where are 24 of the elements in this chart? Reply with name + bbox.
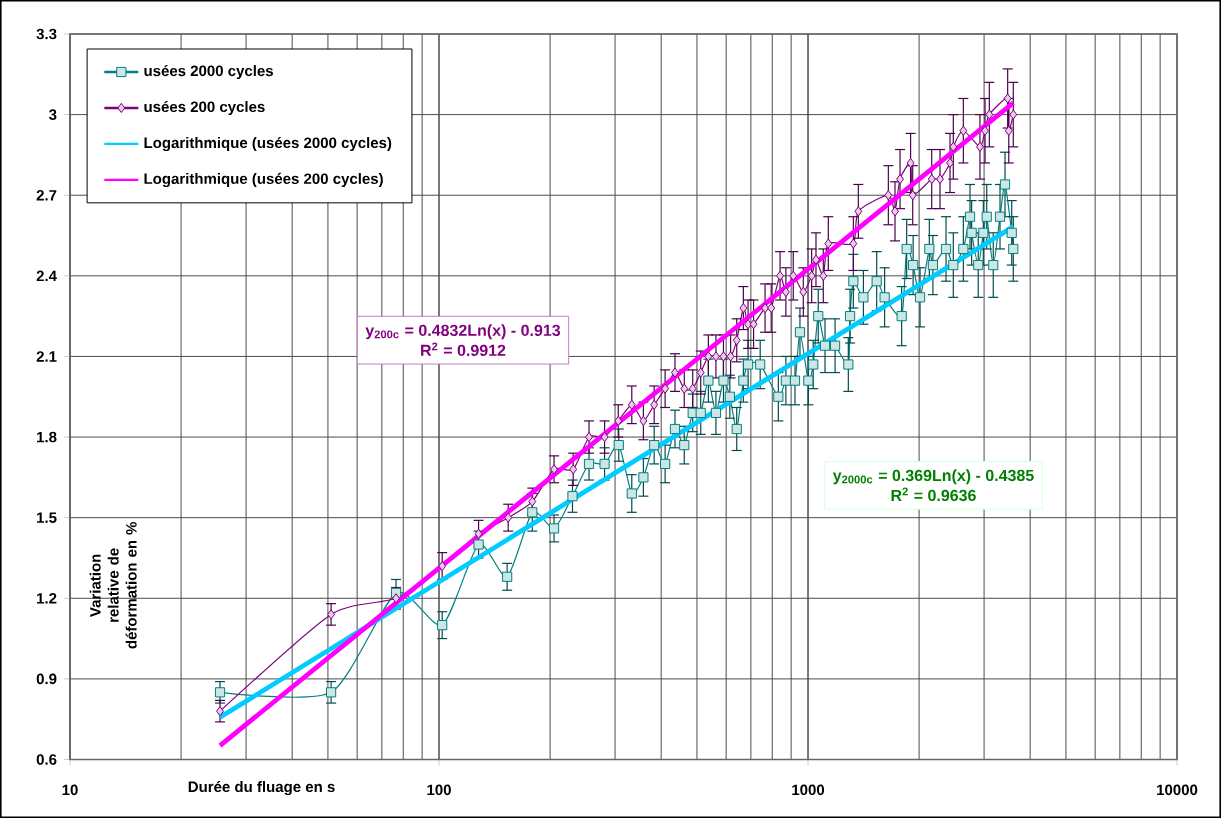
y-tick-label: 1.8: [37, 431, 57, 443]
y-tick-label: 3: [48, 109, 57, 120]
y-tick-label: 1.2: [37, 593, 57, 604]
y-tick-label: 2.7: [36, 189, 57, 201]
y-tick-label: 2.1: [36, 351, 57, 362]
annotation: y$_{200c}$ = 0.4832Ln(x) - 0.913: [365, 324, 561, 340]
y-tick-label: 3.3: [36, 28, 57, 40]
x-tick-label: 1000: [792, 784, 825, 796]
legend-label: usées 200 cycles: [144, 100, 265, 116]
y-tick-label: 0.6: [36, 754, 57, 765]
legend-label: Logarithmique (usées 2000 cycles): [144, 136, 392, 152]
x-axis-title: Durée du fluage en s: [188, 780, 335, 796]
y-tick-label: 1.5: [37, 512, 57, 523]
x-tick-label: 100: [427, 784, 451, 796]
legend-label: Logarithmique (usées 200 cycles): [144, 172, 383, 188]
legend-label: usées 2000 cycles: [144, 64, 273, 80]
annotation: R$^{2}$ = 0.9912: [421, 342, 506, 357]
y-tick-label: 2.4: [36, 270, 57, 282]
annotation: R$^{2}$ = 0.9636: [891, 487, 976, 502]
x-tick-label: 10: [62, 784, 78, 796]
x-tick-label: 10000: [1157, 784, 1198, 796]
y-axis-title: Variation relative de déformation en %: [89, 522, 137, 649]
annotation: y$_{2000c}$ = 0.369Ln(x) - 0.4385: [832, 469, 1034, 485]
y-tick-label: 0.9: [36, 673, 57, 685]
